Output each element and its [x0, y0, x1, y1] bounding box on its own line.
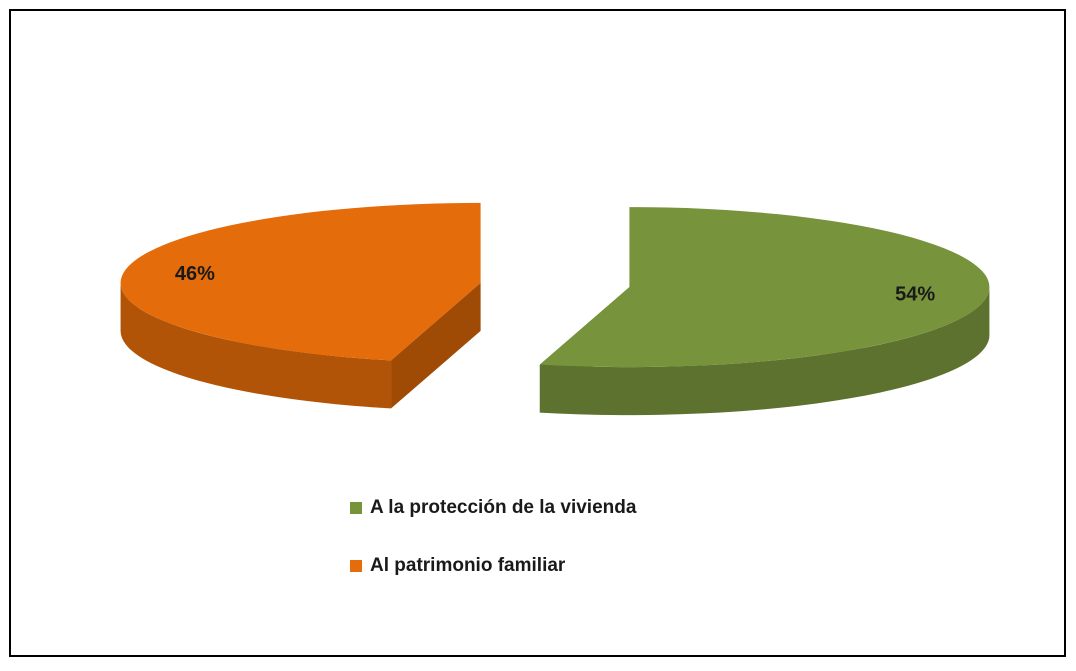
slice-side	[539, 287, 990, 416]
slice-side-shade	[391, 282, 481, 409]
legend-swatch	[350, 502, 362, 514]
data-label: 46%	[175, 263, 215, 285]
slice-side	[120, 282, 392, 409]
slice-side-shade	[120, 282, 392, 409]
slice-side	[391, 282, 481, 409]
legend-label: Al patrimonio familiar	[370, 555, 566, 576]
legend-swatch	[350, 560, 362, 572]
data-label: 54%	[895, 283, 935, 305]
slice	[539, 207, 990, 368]
legend-label: A la protección de la vivienda	[370, 497, 637, 518]
slice-side-shade	[539, 287, 990, 416]
slice	[120, 202, 481, 361]
